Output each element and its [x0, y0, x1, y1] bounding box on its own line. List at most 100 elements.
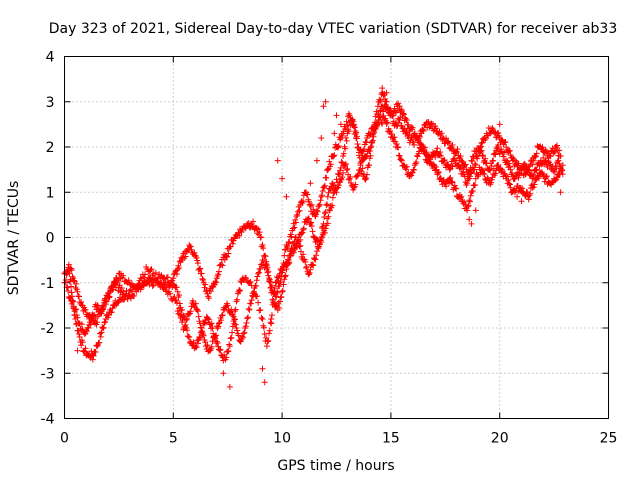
data-point-interp	[340, 150, 347, 157]
data-point-interp	[134, 285, 141, 292]
data-point-interp	[303, 263, 310, 270]
data-point-interp	[300, 198, 307, 205]
data-point-interp	[274, 288, 281, 295]
data-point-interp	[329, 194, 336, 201]
data-point-interp	[530, 173, 537, 180]
data-point	[529, 184, 536, 191]
data-point-interp	[495, 161, 502, 168]
data-point	[350, 121, 357, 128]
data-point-interp	[304, 191, 311, 198]
data-point	[320, 103, 327, 110]
data-point-interp	[205, 316, 212, 323]
data-point-interp	[171, 293, 178, 300]
data-point-interp	[288, 233, 295, 240]
data-point-interp	[438, 130, 445, 137]
data-point-interp	[313, 207, 320, 214]
data-points	[61, 85, 566, 390]
data-point-interp	[68, 300, 75, 307]
data-point-interp	[317, 197, 324, 204]
data-point-interp	[82, 345, 89, 352]
data-point-interp	[321, 183, 328, 190]
data-point-interp	[212, 332, 219, 339]
data-point	[261, 379, 268, 386]
data-point-interp	[204, 342, 211, 349]
data-point-interp	[398, 156, 405, 163]
data-point	[503, 157, 510, 164]
data-point-interp	[79, 339, 86, 346]
data-point-interp	[188, 246, 195, 253]
data-point-interp	[556, 160, 563, 167]
data-point	[542, 157, 549, 164]
data-point-interp	[374, 119, 381, 126]
y-tick-label: -1	[41, 276, 55, 292]
data-point-interp	[492, 151, 499, 158]
data-point-interp	[87, 321, 94, 328]
data-point	[94, 343, 101, 350]
data-point	[309, 261, 316, 268]
data-point-interp	[195, 266, 202, 273]
data-point-interp	[183, 316, 190, 323]
data-point-interp	[278, 273, 285, 280]
data-point	[259, 365, 266, 372]
data-point	[324, 193, 331, 200]
data-point-interp	[263, 334, 270, 341]
data-point-interp	[121, 293, 128, 300]
data-point-interp	[465, 202, 472, 209]
data-point-interp	[299, 229, 306, 236]
data-point-interp	[327, 161, 334, 168]
data-point-interp	[412, 160, 419, 167]
data-point-interp	[414, 132, 421, 139]
data-point-interp	[167, 282, 174, 289]
y-tick-label: 1	[46, 185, 55, 201]
data-point	[320, 220, 327, 227]
data-point-interp	[371, 129, 378, 136]
data-point-interp	[213, 279, 220, 286]
data-point-interp	[294, 237, 301, 244]
data-point-interp	[543, 173, 550, 180]
data-point-interp	[192, 300, 199, 307]
data-point-interp	[131, 292, 138, 299]
data-point-interp	[70, 277, 77, 284]
data-point-interp	[106, 294, 113, 301]
data-point	[283, 193, 290, 200]
data-point-interp	[173, 267, 180, 274]
data-point-interp	[155, 274, 162, 281]
data-point-interp	[413, 133, 420, 140]
data-point-interp	[466, 198, 473, 205]
data-point-interp	[553, 165, 560, 172]
data-point-interp	[229, 240, 236, 247]
data-point-interp	[215, 271, 222, 278]
data-point-interp	[533, 150, 540, 157]
data-point-interp	[334, 143, 341, 150]
data-point	[220, 370, 227, 377]
data-point-interp	[276, 304, 283, 311]
data-point-interp	[69, 273, 76, 280]
series-track-B	[61, 89, 564, 328]
data-point-interp	[73, 286, 80, 293]
data-point-interp	[529, 161, 536, 168]
data-point-interp	[395, 119, 402, 126]
data-point-interp	[267, 278, 274, 285]
y-axis-label: SDTVAR / TECUs	[6, 181, 22, 296]
data-point-interp	[212, 278, 219, 285]
data-point-interp	[323, 174, 330, 181]
data-point-interp	[458, 193, 465, 200]
data-point-interp	[351, 124, 358, 131]
data-point-interp	[194, 308, 201, 315]
data-point-interp	[367, 144, 374, 151]
data-point-interp	[286, 253, 293, 260]
data-point-interp	[466, 197, 473, 204]
data-point-interp	[369, 139, 376, 146]
data-point	[74, 288, 81, 295]
data-point-interp	[456, 161, 463, 168]
data-point-interp	[380, 112, 387, 119]
data-point	[289, 225, 296, 232]
data-point	[285, 239, 292, 246]
data-point	[296, 243, 303, 250]
data-point-interp	[461, 173, 468, 180]
data-point-interp	[445, 140, 452, 147]
data-point-interp	[362, 138, 369, 145]
data-point-interp	[356, 146, 363, 153]
data-point-interp	[158, 279, 165, 286]
data-point-interp	[409, 169, 416, 176]
